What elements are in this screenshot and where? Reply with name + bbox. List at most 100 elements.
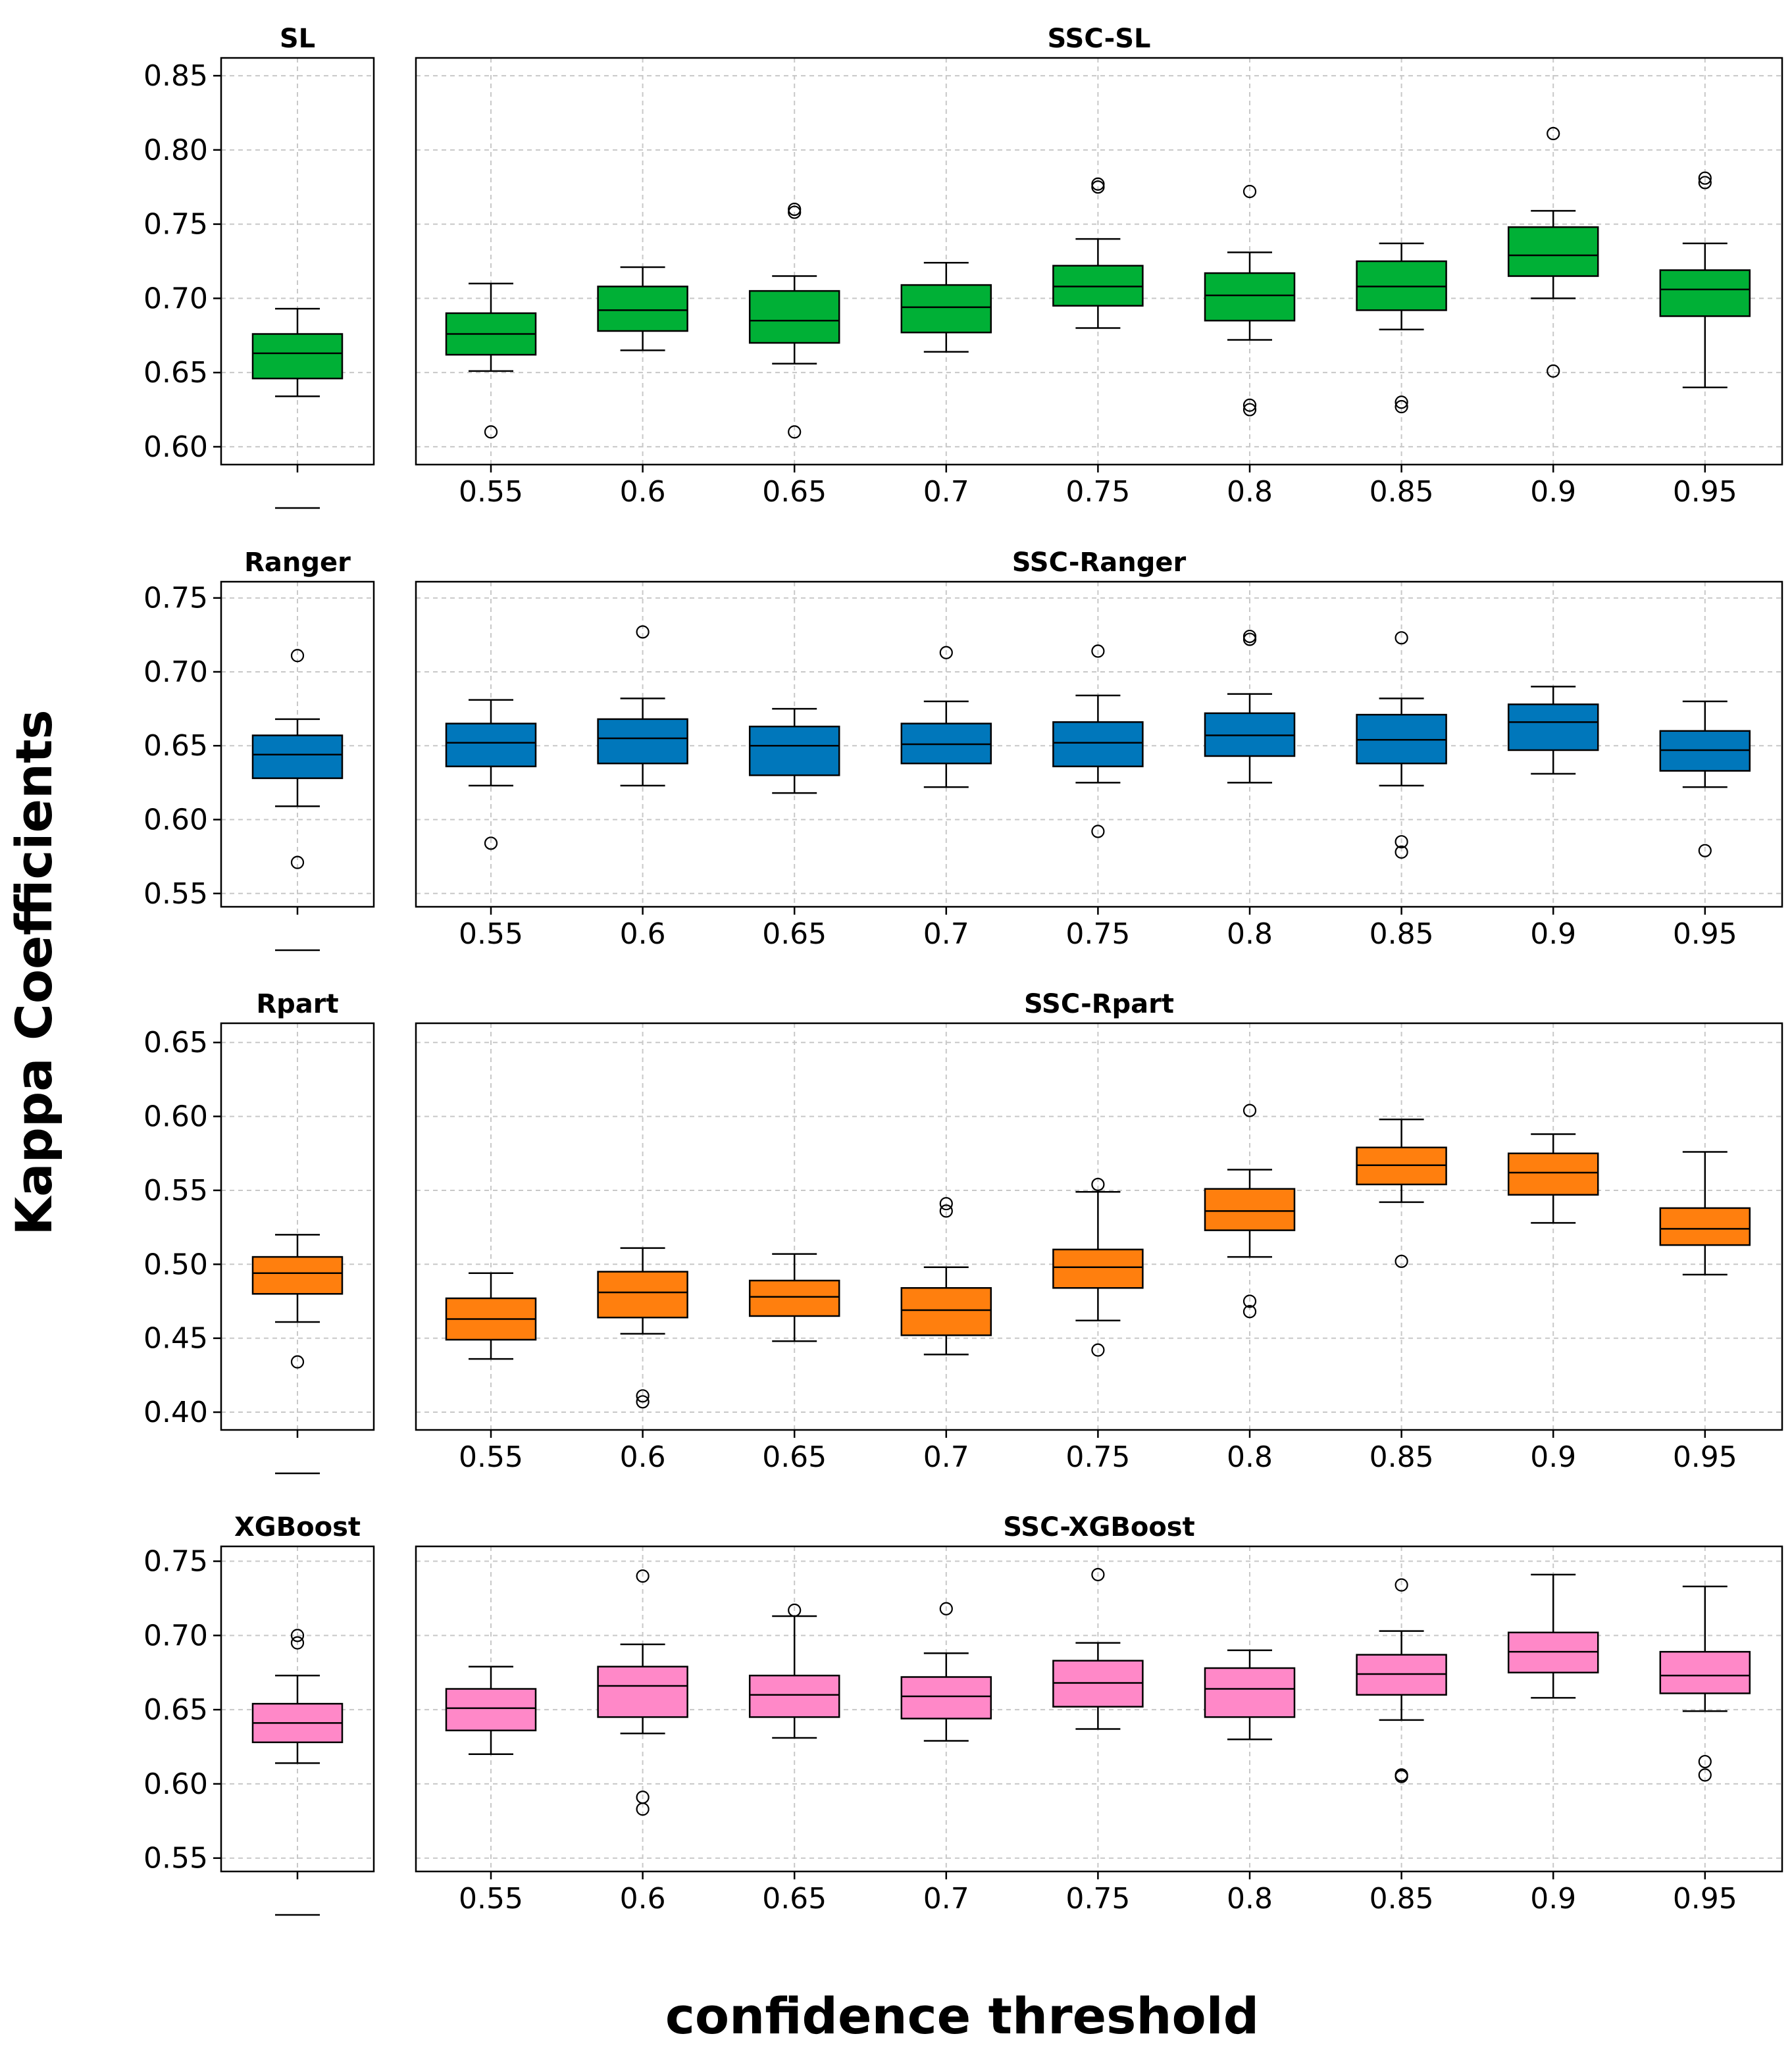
box-0.85-outlier-1: [1395, 835, 1408, 849]
x-tick-label: 0.9: [1530, 917, 1576, 951]
left-panel-title: SL: [280, 24, 315, 54]
box-0.55: [445, 699, 537, 850]
box-0.95: [1659, 1585, 1751, 1782]
right-panel-title: SSC-Ranger: [1012, 547, 1187, 578]
box-0.7-outlier-0: [939, 1197, 953, 1211]
x-tick-label: 0.9: [1530, 1882, 1576, 1916]
right-panel-title: SSC-SL: [1048, 24, 1151, 54]
box-0.65-iqr: [748, 725, 840, 776]
left-panel-title: Rpart: [256, 989, 338, 1019]
y-tick-label: 0.70: [143, 655, 208, 689]
box-0.6-iqr: [597, 286, 688, 332]
x-tick-label: 0.85: [1370, 917, 1434, 951]
box-0.8-outlier-1: [1242, 632, 1257, 646]
box-0.6-outlier-2: [636, 1802, 650, 1816]
x-tick-label: 0.75: [1065, 1440, 1130, 1474]
x-tick-label: 0.85: [1370, 1440, 1434, 1474]
box-0.65-outlier-0: [788, 1603, 802, 1617]
left-panel-frame: [220, 1545, 375, 1873]
y-tick-label: 0.65: [143, 729, 208, 763]
box-0.55: [445, 282, 537, 439]
box-0.95-outlier-1: [1698, 176, 1712, 190]
box-0.65: [748, 1253, 840, 1342]
box-0.9-iqr: [1507, 1152, 1599, 1196]
x-tick-label: 0.7: [923, 917, 969, 951]
x-tick-label: 0.55: [459, 475, 523, 509]
box-0.6-outlier-1: [636, 1395, 650, 1409]
box-0.8-outlier-2: [1242, 1305, 1257, 1319]
x-axis-title: confidence threshold: [665, 1987, 1259, 2045]
box-0.55: [445, 1665, 537, 1756]
box-0.75-outlier-0: [1091, 644, 1105, 658]
box-0.8: [1204, 1649, 1296, 1741]
box-0.7-iqr: [900, 284, 992, 334]
box-0.8: [1204, 1104, 1296, 1319]
right-panel-frame: [415, 57, 1783, 466]
left-panel-title: XGBoost: [234, 1512, 361, 1542]
box-0.75: [1052, 1177, 1144, 1357]
right-panel-frame: [415, 1545, 1783, 1873]
x-tick-label: 0.75: [1065, 917, 1130, 951]
y-tick-label: 0.45: [143, 1322, 208, 1356]
box-0.7: [900, 262, 992, 353]
box-0.7-iqr: [900, 1287, 992, 1336]
panel-row-4: 0.55 0.60 0.65 0.70 0.75 0.55 0.6 0.65 0.7 0.75 0.…: [143, 1512, 1783, 1916]
x-tick-label: 0.65: [762, 917, 827, 951]
box-0.95-iqr: [1659, 1207, 1751, 1246]
box-0.6-outlier-0: [636, 625, 650, 639]
box-0.9-outlier-1: [1547, 364, 1560, 378]
baseline-box: [251, 307, 344, 397]
box-0.9: [1507, 126, 1599, 378]
x-tick-label: 0.6: [620, 917, 666, 951]
x-tick-label: 0.75: [1065, 1882, 1130, 1916]
right-panel-title: SSC-Rpart: [1024, 989, 1174, 1019]
y-tick-label: 0.65: [143, 1693, 208, 1727]
x-tick-label: 0.8: [1227, 917, 1273, 951]
box-0.55: [445, 1272, 537, 1360]
box-0.85-outlier-1: [1395, 399, 1408, 414]
box-0.85: [1356, 242, 1447, 414]
box-0.8-iqr: [1204, 1667, 1296, 1718]
x-tick-label: 0.7: [923, 475, 969, 509]
x-tick-label: 0.55: [459, 1440, 523, 1474]
y-tick-label: 0.60: [143, 430, 208, 464]
baseline-box-outlier-0: [290, 1629, 305, 1642]
baseline-box-outlier-1: [290, 855, 305, 869]
box-0.75: [1052, 177, 1144, 329]
box-0.85-outlier-0: [1395, 1578, 1408, 1592]
x-tick-label: 0.7: [923, 1440, 969, 1474]
box-0.95: [1659, 1151, 1751, 1276]
x-tick-label: 0.6: [620, 1440, 666, 1474]
baseline-box-iqr: [251, 734, 344, 779]
left-panel-frame: [220, 580, 375, 908]
box-0.85-outlier-2: [1395, 845, 1408, 859]
box-0.85-outlier-0: [1395, 395, 1408, 409]
box-0.7: [900, 646, 992, 788]
x-tick-label: 0.9: [1530, 1440, 1576, 1474]
box-0.95-outlier-0: [1698, 171, 1712, 185]
right-panel-title: SSC-XGBoost: [1003, 1512, 1194, 1542]
box-0.6-iqr: [597, 1271, 688, 1319]
box-0.55-iqr: [445, 1688, 537, 1731]
box-0.85: [1356, 1578, 1447, 1783]
x-tick-label: 0.65: [762, 1440, 827, 1474]
box-0.85-outlier-0: [1395, 1254, 1408, 1268]
panel-row-2: 0.55 0.60 0.65 0.70 0.75 0.55 0.6 0.65 0.7 0.75 0.…: [143, 547, 1783, 952]
box-0.9: [1507, 686, 1599, 775]
baseline-box-outlier-0: [290, 649, 305, 663]
box-0.8-outlier-2: [1242, 403, 1257, 417]
left-panel-frame: [220, 57, 375, 466]
left-panel-frame: [220, 1022, 375, 1431]
y-tick-label: 0.85: [143, 59, 208, 93]
box-0.55-outlier-0: [484, 836, 498, 850]
box-0.95-outlier-0: [1698, 1754, 1712, 1769]
x-tick-label: 0.8: [1227, 475, 1273, 509]
y-tick-label: 0.55: [143, 1174, 208, 1207]
box-0.6-outlier-0: [636, 1389, 650, 1403]
box-0.7: [900, 1602, 992, 1742]
box-0.65-iqr: [748, 1279, 840, 1317]
y-tick-label: 0.55: [143, 877, 208, 911]
x-tick-label: 0.95: [1673, 475, 1737, 509]
y-tick-label: 0.80: [143, 134, 208, 167]
box-0.65: [748, 707, 840, 794]
